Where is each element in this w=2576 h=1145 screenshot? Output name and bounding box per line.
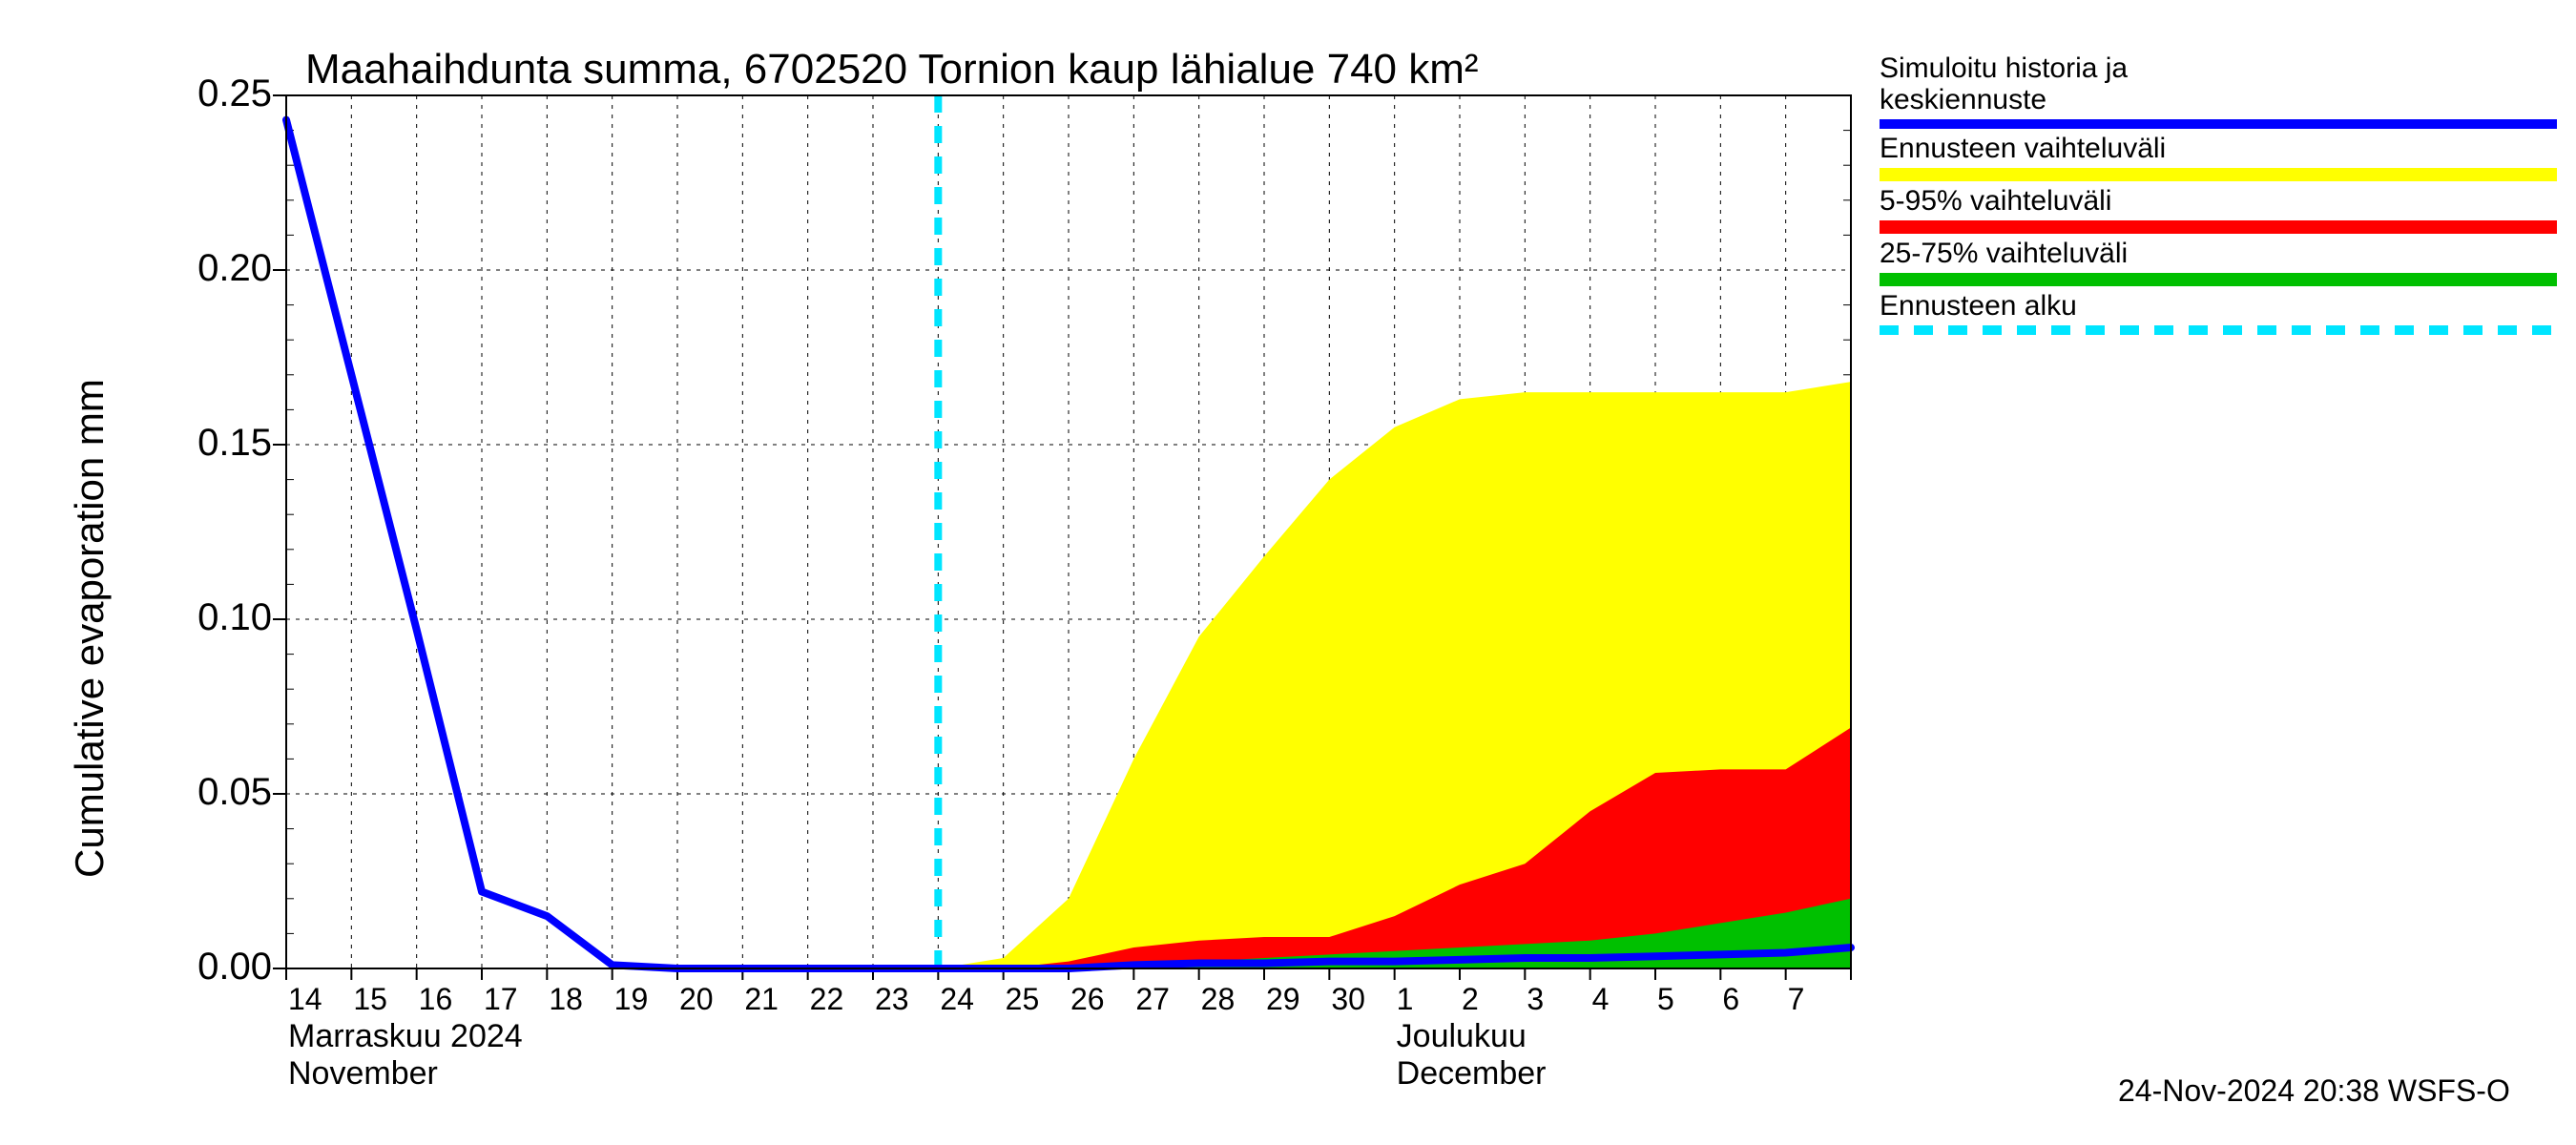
x-tick-label: 28 xyxy=(1201,982,1258,1017)
footer-timestamp: 24-Nov-2024 20:38 WSFS-O xyxy=(2118,1073,2510,1109)
legend-item: Ennusteen vaihteluväli xyxy=(1880,133,2557,181)
y-tick-label: 0.10 xyxy=(110,596,272,639)
x-tick-label: 29 xyxy=(1266,982,1323,1017)
x-tick-label: 27 xyxy=(1135,982,1193,1017)
y-tick-label: 0.25 xyxy=(110,73,272,115)
legend-item: 5-95% vaihteluväli xyxy=(1880,185,2557,234)
x-tick-label: 7 xyxy=(1788,982,1845,1017)
x-tick-label: 17 xyxy=(484,982,541,1017)
x-tick-label: 18 xyxy=(549,982,606,1017)
x-tick-label: 5 xyxy=(1657,982,1714,1017)
y-tick-label: 0.05 xyxy=(110,771,272,814)
legend-item: Simuloitu historia jakeskiennuste xyxy=(1880,52,2557,129)
legend-label: Ennusteen vaihteluväli xyxy=(1880,133,2557,164)
legend-swatch xyxy=(1880,220,2557,234)
x-tick-label: 4 xyxy=(1592,982,1650,1017)
x-tick-label: 15 xyxy=(353,982,410,1017)
x-tick-label: 22 xyxy=(810,982,867,1017)
x-tick-label: 14 xyxy=(288,982,345,1017)
legend: Simuloitu historia jakeskiennuste Ennuste… xyxy=(1880,52,2557,335)
x-tick-label: 24 xyxy=(940,982,997,1017)
x-tick-label: 19 xyxy=(614,982,672,1017)
x-tick-label: 3 xyxy=(1527,982,1584,1017)
legend-item: Ennusteen alku xyxy=(1880,290,2557,335)
legend-label: 5-95% vaihteluväli xyxy=(1880,185,2557,217)
x-tick-label: 20 xyxy=(679,982,737,1017)
legend-label: 25-75% vaihteluväli xyxy=(1880,238,2557,269)
legend-label: Simuloitu historia jakeskiennuste xyxy=(1880,52,2557,115)
x-tick-label: 2 xyxy=(1462,982,1519,1017)
x-tick-label: 25 xyxy=(1006,982,1063,1017)
x-tick-label: 1 xyxy=(1397,982,1454,1017)
x-month-label: Marraskuu 2024November xyxy=(288,1018,523,1093)
legend-swatch xyxy=(1880,119,2557,129)
y-tick-label: 0.00 xyxy=(110,946,272,989)
x-tick-label: 30 xyxy=(1331,982,1388,1017)
y-tick-label: 0.15 xyxy=(110,422,272,465)
legend-label: Ennusteen alku xyxy=(1880,290,2557,322)
legend-swatch xyxy=(1880,168,2557,181)
x-tick-label: 6 xyxy=(1722,982,1779,1017)
legend-swatch xyxy=(1880,273,2557,286)
x-tick-label: 26 xyxy=(1070,982,1128,1017)
y-tick-label: 0.20 xyxy=(110,247,272,290)
x-tick-label: 16 xyxy=(419,982,476,1017)
x-month-label: JoulukuuDecember xyxy=(1397,1018,1547,1093)
x-tick-label: 23 xyxy=(875,982,932,1017)
x-tick-label: 21 xyxy=(744,982,801,1017)
legend-swatch xyxy=(1880,325,2557,335)
legend-item: 25-75% vaihteluväli xyxy=(1880,238,2557,286)
